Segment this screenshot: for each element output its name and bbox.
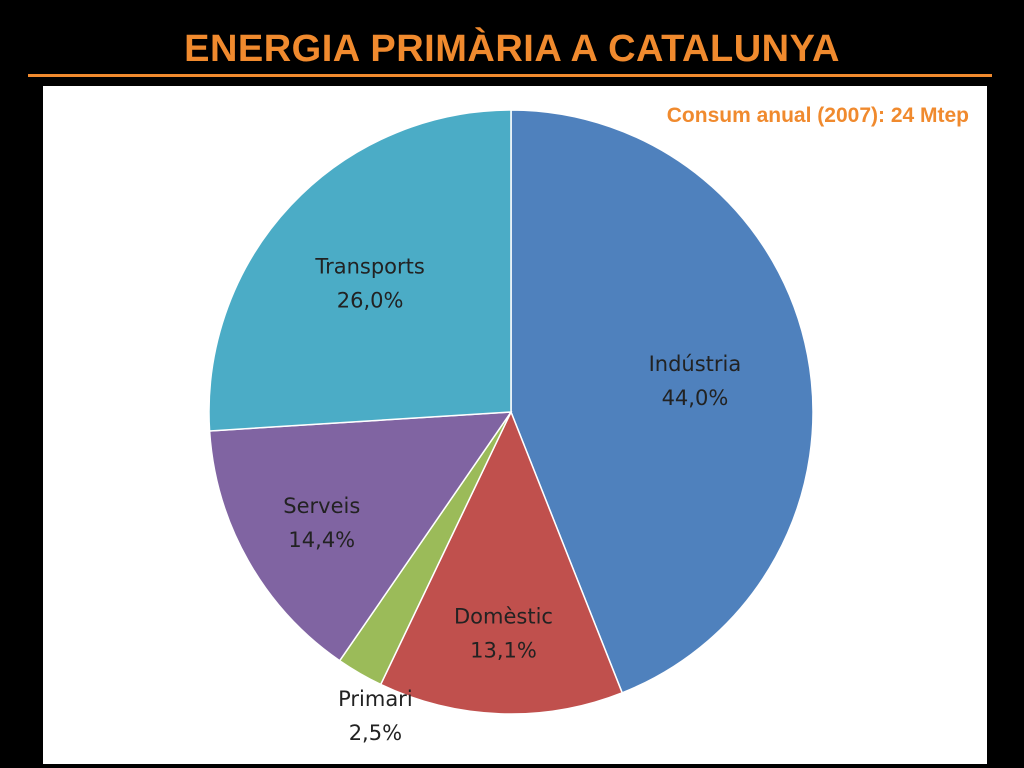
slice-value-label: 14,4% <box>288 528 355 552</box>
pie-slice-domestic <box>379 410 624 715</box>
chart-panel: Consum anual (2007): 24 Mtep Indústria 44… <box>43 86 987 764</box>
chart-subtitle: Consum anual (2007): 24 Mtep <box>666 104 969 127</box>
pie-slice-serveis <box>208 411 513 662</box>
pie-slice-transports <box>208 109 512 432</box>
slice-value-label: 44,0% <box>662 386 729 410</box>
slice-category-label: Serveis <box>283 494 360 518</box>
slice-value-label: 2,5% <box>349 721 402 745</box>
slice-value-label: 26,0% <box>337 289 404 313</box>
slice-value-label: 13,1% <box>470 638 537 662</box>
slice-category-label: Transports <box>314 255 424 279</box>
title-underline <box>28 74 992 77</box>
slice-category-label: Primari <box>338 687 413 711</box>
pie-slice-industria <box>510 109 814 694</box>
slice-category-label: Indústria <box>649 352 742 376</box>
slice-category-label: Domèstic <box>454 604 553 628</box>
slide-title: ENERGIA PRIMÀRIA A CATALUNYA <box>184 28 840 70</box>
pie-chart: Indústria 44,0% Domèstic 13,1% Primari 2,5% Se… <box>208 109 814 745</box>
